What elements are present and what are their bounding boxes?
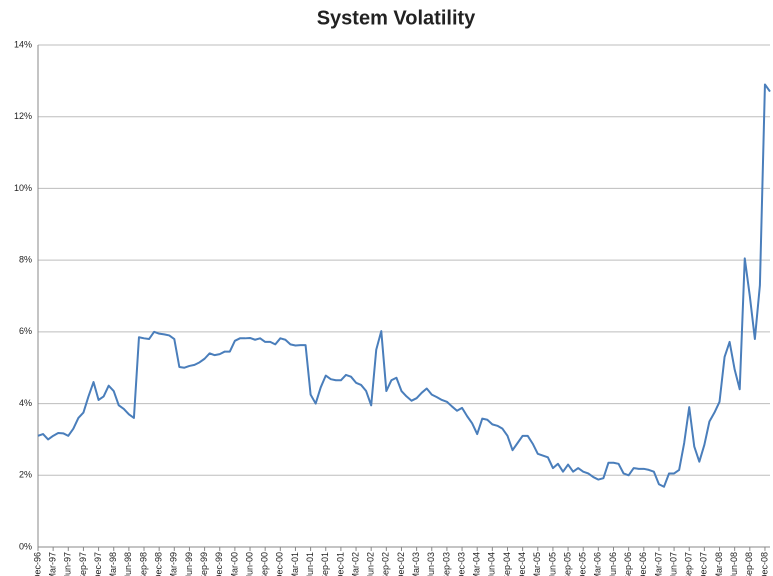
x-tick-label: Dec-98 bbox=[154, 552, 164, 576]
x-tick-label: Jun-07 bbox=[668, 552, 678, 576]
x-tick-label: Dec-07 bbox=[699, 552, 709, 576]
x-tick-label: Dec-99 bbox=[214, 552, 224, 576]
x-tick-label: Sep-98 bbox=[138, 552, 148, 576]
x-tick-label: Mar-04 bbox=[472, 552, 482, 576]
x-tick-label: Dec-01 bbox=[335, 552, 345, 576]
x-tick-label: Jun-08 bbox=[729, 552, 739, 576]
x-tick-label: Dec-06 bbox=[638, 552, 648, 576]
y-tick-label: 14% bbox=[14, 39, 32, 49]
x-tick-label: Jun-99 bbox=[184, 552, 194, 576]
x-tick-label: Jun-01 bbox=[305, 552, 315, 576]
x-tick-label: Dec-03 bbox=[456, 552, 466, 576]
x-tick-label: Jun-05 bbox=[547, 552, 557, 576]
x-tick-label: Sep-01 bbox=[320, 552, 330, 576]
x-tick-label: Sep-00 bbox=[260, 552, 270, 576]
x-tick-label: Mar-02 bbox=[350, 552, 360, 576]
x-tick-label: Jun-06 bbox=[608, 552, 618, 576]
x-tick-label: Mar-06 bbox=[593, 552, 603, 576]
x-tick-label: Jun-97 bbox=[63, 552, 73, 576]
x-tick-label: Mar-00 bbox=[229, 552, 239, 576]
x-tick-label: Jun-02 bbox=[366, 552, 376, 576]
x-tick-label: Sep-04 bbox=[502, 552, 512, 576]
x-tick-label: Mar-97 bbox=[48, 552, 58, 576]
x-tick-label: Dec-96 bbox=[32, 552, 42, 576]
data-line bbox=[37, 83, 771, 488]
x-tick-label: Sep-08 bbox=[744, 552, 754, 576]
x-tick-label: Mar-03 bbox=[411, 552, 421, 576]
x-tick-label: Jun-03 bbox=[426, 552, 436, 576]
y-tick-label: 0% bbox=[19, 541, 32, 551]
y-tick-label: 4% bbox=[19, 398, 32, 408]
x-tick-label: Dec-97 bbox=[93, 552, 103, 576]
chart-title: System Volatility bbox=[317, 7, 476, 29]
x-tick-label: Sep-07 bbox=[684, 552, 694, 576]
x-tick-label: Mar-07 bbox=[653, 552, 663, 576]
y-tick-label: 2% bbox=[19, 470, 32, 480]
x-tick-label: Dec-02 bbox=[396, 552, 406, 576]
y-tick-label: 8% bbox=[19, 255, 32, 265]
x-tick-label: Mar-01 bbox=[290, 552, 300, 576]
x-tick-label: Sep-03 bbox=[441, 552, 451, 576]
x-tick-label: Sep-05 bbox=[562, 552, 572, 576]
x-tick-label: Dec-05 bbox=[578, 552, 588, 576]
y-tick-label: 12% bbox=[14, 111, 32, 121]
x-tick-label: Jun-04 bbox=[487, 552, 497, 576]
x-tick-label: Jun-00 bbox=[244, 552, 254, 576]
x-tick-label: Sep-99 bbox=[199, 552, 209, 576]
x-tick-label: Dec-00 bbox=[275, 552, 285, 576]
x-tick-label: Sep-97 bbox=[78, 552, 88, 576]
x-tick-label: Dec-04 bbox=[517, 552, 527, 576]
x-tick-label: Mar-05 bbox=[532, 552, 542, 576]
x-tick-label: Dec-08 bbox=[759, 552, 769, 576]
y-tick-label: 6% bbox=[19, 326, 32, 336]
x-tick-label: Sep-02 bbox=[381, 552, 391, 576]
x-tick-label: Mar-08 bbox=[714, 552, 724, 576]
x-tick-label: Mar-99 bbox=[169, 552, 179, 576]
y-tick-label: 10% bbox=[14, 183, 32, 193]
x-tick-label: Jun-98 bbox=[123, 552, 133, 576]
x-tick-label: Sep-06 bbox=[623, 552, 633, 576]
x-tick-label: Mar-98 bbox=[108, 552, 118, 576]
